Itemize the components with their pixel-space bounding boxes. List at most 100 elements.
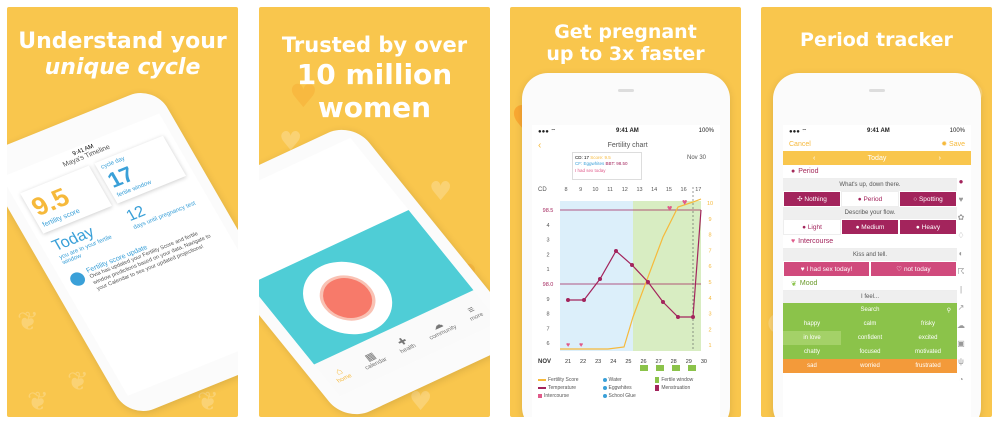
intercourse-option-yes[interactable]: ♥ I had sex today! bbox=[783, 261, 870, 277]
back-icon[interactable]: ‹ bbox=[538, 139, 542, 151]
score-tick: 8 bbox=[708, 233, 711, 239]
legend-label: Fertility Score bbox=[548, 377, 579, 383]
flow-options: ● Light ● Medium ● Heavy bbox=[783, 219, 957, 235]
search-placeholder: Search bbox=[860, 307, 880, 313]
mood-option[interactable]: worried bbox=[841, 359, 899, 373]
period-option-period[interactable]: ● Period bbox=[841, 191, 899, 207]
intercourse-icon: ♥ bbox=[566, 342, 570, 349]
headline-line: Trusted by over bbox=[281, 33, 468, 57]
temperature-line bbox=[568, 209, 702, 318]
cd-row: 8 9 10 11 12 13 14 15 16 17 bbox=[564, 187, 701, 193]
status-bar: ●●● ⌔ 9:41 AM 100% bbox=[532, 125, 720, 137]
search-icon: ⚲ bbox=[946, 307, 951, 314]
tooltip-score: Score: 9.5 bbox=[590, 155, 611, 160]
heart-icon bbox=[538, 394, 542, 398]
cancel-button[interactable]: Cancel bbox=[789, 140, 811, 148]
month-label: NOV bbox=[538, 359, 551, 365]
lamp-icon: ♢ bbox=[957, 231, 965, 240]
cd-number: 8 bbox=[564, 187, 567, 193]
fluid-marker bbox=[656, 365, 664, 371]
save-button[interactable]: ✹ Save bbox=[941, 140, 965, 148]
gauge-icon: ◔ bbox=[958, 375, 964, 384]
chevron-left-icon[interactable]: ‹ bbox=[813, 154, 816, 162]
chevron-right-icon[interactable]: › bbox=[938, 154, 941, 162]
chart-tooltip: CD: 17 Score: 9.5 CF: Eggwhites BBT: 98.… bbox=[572, 152, 642, 180]
flow-option-medium[interactable]: ● Medium bbox=[841, 219, 899, 235]
fluid-marker bbox=[640, 365, 648, 371]
flow-prompt: Describe your flow. bbox=[783, 207, 957, 219]
save-label: Save bbox=[949, 141, 965, 148]
tab-health[interactable]: ✚ health bbox=[392, 334, 417, 355]
option-label: Spotting bbox=[918, 195, 943, 203]
score-axis: 10 9 8 7 6 5 4 3 2 1 bbox=[707, 201, 713, 349]
cd-number: 10 bbox=[592, 187, 598, 193]
date-row: 21 22 23 24 25 26 27 28 29 30 bbox=[565, 359, 707, 365]
headline-line: 10 million bbox=[296, 57, 453, 91]
temperature-point bbox=[598, 277, 602, 281]
mood-option[interactable]: chatty bbox=[783, 345, 841, 359]
cd-number: 9 bbox=[579, 187, 582, 193]
mood-search-input[interactable]: Search ⚲ bbox=[783, 303, 957, 317]
mood-option[interactable]: confident bbox=[841, 331, 899, 345]
heart-icon: ♥ bbox=[800, 265, 807, 273]
date-number: 27 bbox=[656, 359, 662, 365]
legend-item: Eggwhites bbox=[602, 385, 656, 391]
date-number: 23 bbox=[595, 359, 601, 365]
heart-decoration: ♥ bbox=[429, 177, 453, 207]
option-label: Medium bbox=[861, 223, 885, 231]
period-option-spotting[interactable]: ○ Spotting bbox=[899, 191, 957, 207]
heart-decoration: ♥ bbox=[409, 387, 433, 417]
tab-more[interactable]: ≡ more bbox=[461, 303, 485, 322]
temperature-point bbox=[661, 300, 665, 304]
tooltip-cf: CF: Eggwhites bbox=[575, 161, 605, 167]
run-icon: ☈ bbox=[957, 267, 965, 276]
tab-community[interactable]: ☁ community bbox=[421, 315, 458, 341]
mood-option[interactable]: motivated bbox=[899, 345, 957, 359]
cervical-fluid-row bbox=[640, 365, 696, 371]
status-time: 9:41 AM bbox=[616, 128, 639, 134]
mood-option[interactable]: frustrated bbox=[899, 359, 957, 373]
tab-home[interactable]: ⌂ home bbox=[329, 364, 354, 384]
headline: Understand your unique cycle bbox=[7, 29, 238, 81]
mood-option[interactable]: happy bbox=[783, 317, 841, 331]
section-period: ● Period bbox=[783, 165, 957, 179]
temperature-point bbox=[566, 298, 570, 302]
phone-mockup: ⌂ home ▦ calendar ✚ health ☁ community ≡ bbox=[259, 121, 490, 417]
flower-icon: ✿ bbox=[957, 213, 965, 222]
cancel-circle-icon: ✣ bbox=[797, 196, 805, 203]
temperature-tick: 1 bbox=[546, 267, 549, 273]
fertility-score-line bbox=[560, 198, 702, 350]
date-number: 30 bbox=[701, 359, 707, 365]
scale-icon: ▣ bbox=[957, 339, 965, 348]
temperature-tick: 7 bbox=[546, 326, 549, 332]
phone-screen: ⌂ home ▦ calendar ✚ health ☁ community ≡ bbox=[259, 137, 490, 397]
headline-line-italic: unique cycle bbox=[44, 54, 201, 80]
mood-option[interactable]: calm bbox=[841, 317, 899, 331]
mood-option[interactable]: excited bbox=[899, 331, 957, 345]
cd-axis-label: CD bbox=[538, 187, 547, 193]
mood-option[interactable]: focused bbox=[841, 345, 899, 359]
score-tick: 3 bbox=[708, 312, 711, 318]
panel-trusted: ♥ ♥ ♥ ♥ ♥ ♥ Trusted by over 10 million w… bbox=[259, 7, 490, 417]
mood-option[interactable]: sad bbox=[783, 359, 841, 373]
mood-grid: happy calm frisky in love confident excited ch… bbox=[783, 317, 957, 373]
intercourse-option-no[interactable]: ♡ not today bbox=[870, 261, 957, 277]
headline: Period tracker bbox=[800, 29, 953, 51]
battery-status: 100% bbox=[698, 128, 714, 134]
fluid-marker bbox=[688, 365, 696, 371]
mood-option[interactable]: frisky bbox=[899, 317, 957, 331]
tab-calendar[interactable]: ▦ calendar bbox=[357, 348, 389, 370]
tooltip-cd: CD: 17 bbox=[575, 155, 590, 160]
flow-option-heavy[interactable]: ● Heavy bbox=[899, 219, 957, 235]
option-label: Heavy bbox=[921, 223, 941, 231]
flow-option-light[interactable]: ● Light bbox=[783, 219, 841, 235]
mood-option[interactable]: in love bbox=[783, 331, 841, 345]
chart-date: Nov 30 bbox=[686, 155, 706, 161]
period-option-nothing[interactable]: ✣ Nothing bbox=[783, 191, 841, 207]
score-tick: 4 bbox=[708, 296, 711, 302]
temperature-point bbox=[646, 280, 650, 284]
drop-outline-icon: ○ bbox=[913, 195, 919, 203]
legend-label: Intercourse bbox=[544, 393, 570, 399]
section-title: Period bbox=[798, 168, 819, 175]
period-prompt: What's up, down there. bbox=[783, 179, 957, 191]
